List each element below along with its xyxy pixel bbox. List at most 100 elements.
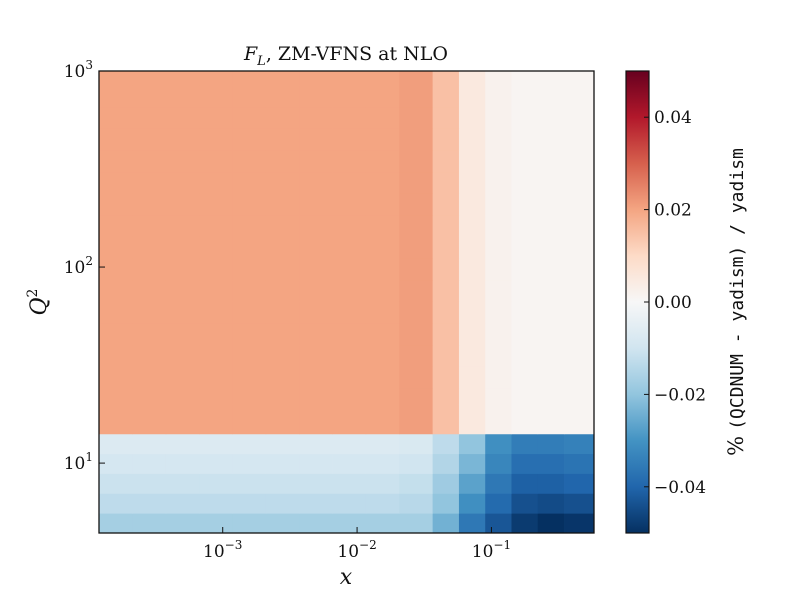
- heatmap-cell: [537, 453, 565, 474]
- heatmap-cell: [458, 149, 486, 173]
- heatmap-cell: [199, 453, 233, 474]
- heatmap-cell: [199, 473, 233, 494]
- heatmap-cell: [99, 84, 133, 108]
- heatmap-cell: [399, 366, 434, 389]
- heatmap-cell: [232, 128, 267, 151]
- heatmap-cell: [165, 149, 200, 173]
- heatmap-cell: [458, 453, 486, 474]
- heatmap-cell: [511, 344, 539, 367]
- heatmap-cell: [537, 258, 565, 281]
- heatmap-cell: [99, 236, 133, 259]
- heatmap-cell: [265, 84, 300, 108]
- heatmap-cell: [458, 193, 486, 216]
- heatmap-cell: [99, 388, 133, 405]
- heatmap-cell: [199, 171, 233, 194]
- heatmap-cell: [399, 404, 434, 435]
- heatmap-cell: [537, 214, 565, 237]
- heatmap-cell: [537, 128, 565, 151]
- heatmap-cell: [132, 171, 167, 194]
- heatmap-cell: [537, 193, 565, 216]
- heatmap-cell: [165, 84, 200, 108]
- heatmap-cell: [199, 258, 233, 281]
- heatmap-cell: [99, 214, 133, 237]
- heatmap-cell: [299, 513, 333, 534]
- heatmap-cell: [165, 236, 200, 259]
- heatmap-cell: [99, 493, 133, 514]
- heatmap-cell: [458, 323, 486, 346]
- colorbar-label-text: (QCDNUM - yadism) / yadism: [727, 148, 748, 430]
- heatmap-cell: [537, 473, 565, 494]
- heatmap-cell: [399, 453, 434, 474]
- heatmap-cell: [485, 149, 512, 173]
- heatmap-cell: [199, 344, 233, 367]
- heatmap-cell: [232, 149, 267, 173]
- heatmap-cell: [199, 106, 233, 129]
- heatmap-cell: [485, 106, 512, 129]
- heatmap-cell: [265, 433, 300, 455]
- heatmap-cell: [265, 366, 300, 389]
- heatmap-cell: [511, 71, 539, 86]
- heatmap-cell: [299, 473, 333, 494]
- heatmap-cell: [399, 279, 434, 302]
- heatmap-cell: [485, 171, 512, 194]
- heatmap-cell: [299, 388, 333, 405]
- heatmap-cell: [265, 388, 300, 405]
- heatmap-cell: [265, 513, 300, 534]
- heatmap-cell: [132, 193, 167, 216]
- heatmap-cell: [232, 366, 267, 389]
- heatmap-cell: [132, 404, 167, 435]
- heatmap-cell: [365, 214, 400, 237]
- x-tick-label-exponent: −2: [359, 538, 377, 552]
- heatmap-cell: [299, 279, 333, 302]
- heatmap-cell: [99, 344, 133, 367]
- y-axis-label: Q2: [25, 289, 52, 316]
- x-tick-label-base: 10: [337, 542, 359, 562]
- heatmap-cell: [458, 106, 486, 129]
- heatmap-cell: [458, 279, 486, 302]
- heatmap-cell: [299, 258, 333, 281]
- heatmap-cell: [399, 433, 434, 455]
- heatmap-cell: [564, 366, 595, 389]
- heatmap-cell: [232, 301, 267, 324]
- heatmap-cell: [537, 301, 565, 324]
- heatmap-cell: [511, 493, 539, 514]
- heatmap-cell: [232, 344, 267, 367]
- heatmap-cell: [332, 258, 367, 281]
- heatmap-cell: [232, 106, 267, 129]
- heatmap-cell: [332, 236, 367, 259]
- heatmap-cell: [365, 193, 400, 216]
- heatmap-cell: [199, 513, 233, 534]
- heatmap-cell: [199, 493, 233, 514]
- heatmap-cell: [132, 433, 167, 455]
- heatmap-cell: [232, 388, 267, 405]
- heatmap-cell: [332, 453, 367, 474]
- heatmap-cell: [458, 473, 486, 494]
- heatmap-cell: [199, 214, 233, 237]
- heatmap-cell: [232, 193, 267, 216]
- heatmap-cell: [399, 149, 434, 173]
- heatmap-cell: [199, 149, 233, 173]
- heatmap-cell: [399, 214, 434, 237]
- heatmap-cell: [564, 193, 595, 216]
- heatmap-cell: [165, 258, 200, 281]
- heatmap-cell: [458, 366, 486, 389]
- heatmap-cell: [458, 433, 486, 455]
- heatmap-cell: [365, 323, 400, 346]
- heatmap-cell: [458, 214, 486, 237]
- heatmap-cell: [232, 214, 267, 237]
- heatmap-cell: [265, 128, 300, 151]
- heatmap-cell: [399, 236, 434, 259]
- x-tick-label-exponent: −1: [493, 538, 511, 552]
- heatmap-cells: [99, 71, 595, 534]
- heatmap-cell: [537, 433, 565, 455]
- heatmap-cell: [485, 258, 512, 281]
- heatmap-cell: [299, 236, 333, 259]
- heatmap-cell: [299, 301, 333, 324]
- heatmap-cell: [458, 236, 486, 259]
- heatmap-cell: [232, 323, 267, 346]
- heatmap-cell: [432, 513, 460, 534]
- heatmap-cell: [511, 279, 539, 302]
- heatmap-cell: [165, 388, 200, 405]
- heatmap-cell: [537, 404, 565, 435]
- heatmap-cell: [399, 193, 434, 216]
